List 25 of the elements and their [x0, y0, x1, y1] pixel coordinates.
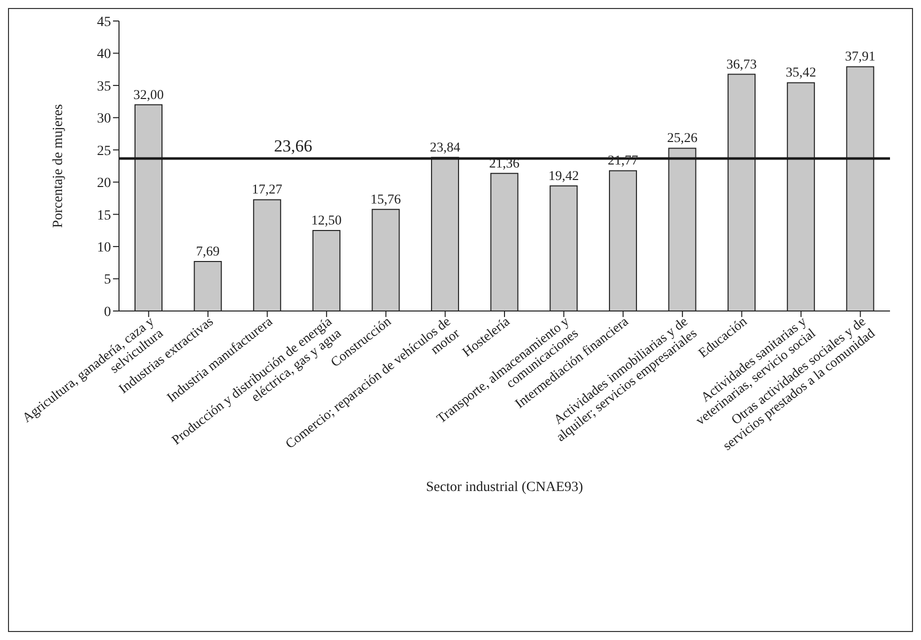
y-tick-label: 10: [97, 240, 111, 256]
data-label: 32,00: [133, 86, 164, 102]
y-tick-label: 40: [97, 47, 111, 62]
ref-line-label: 23,66: [274, 136, 312, 156]
y-tick-label: 0: [104, 304, 111, 320]
y-tick-label: 5: [104, 272, 111, 288]
x-axis-title: Sector industrial (CNAE93): [426, 480, 584, 495]
data-label: 23,84: [430, 139, 460, 154]
y-tick-label: 15: [97, 208, 111, 224]
data-label: 15,76: [370, 191, 402, 206]
data-label: 36,73: [726, 56, 758, 72]
data-label: 17,27: [252, 182, 283, 197]
y-axis-title: Porcentaje de mujeres: [50, 104, 66, 228]
data-label: 12,50: [311, 212, 342, 228]
y-tick-label: 20: [97, 176, 111, 192]
y-tick-label: 30: [97, 112, 111, 127]
y-tick-label: 25: [97, 144, 111, 159]
y-tick-label: 45: [97, 14, 111, 30]
data-label: 35,42: [786, 64, 816, 80]
data-label: 19,42: [548, 168, 579, 183]
y-tick-label: 35: [97, 79, 111, 94]
data-label: 37,91: [845, 48, 876, 64]
data-label: 7,69: [196, 243, 220, 258]
data-label: 21,36: [489, 155, 520, 170]
data-label: 25,26: [667, 130, 698, 146]
